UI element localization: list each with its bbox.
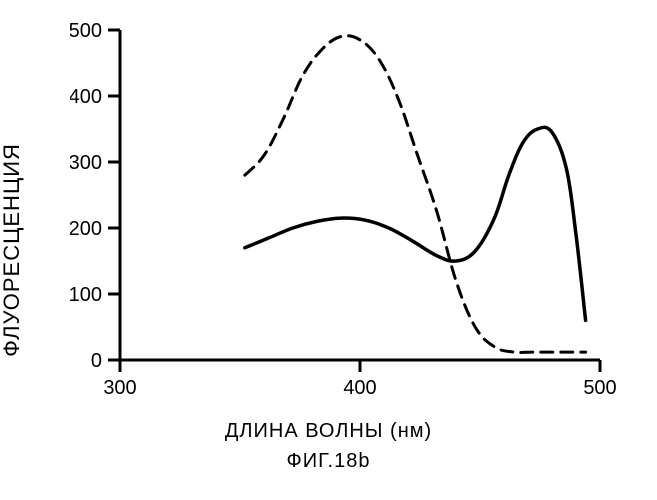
x-tick-label: 500 (583, 377, 616, 399)
plot-area: 0 100 200 300 400 500 300 400 500 (70, 20, 630, 400)
series-solid (245, 127, 586, 320)
y-tick-label: 100 (70, 284, 102, 306)
x-tick-label: 300 (103, 377, 136, 399)
y-tick-label: 0 (91, 350, 102, 372)
y-tick-label: 200 (70, 218, 102, 240)
x-axis-label: ДЛИНА ВОЛНЫ (нм) (0, 420, 657, 443)
figure-container: ФЛУОРЕСЦЕНЦИЯ 0100200300400500300400500 … (0, 0, 657, 500)
y-tick-label: 500 (70, 20, 102, 42)
y-tick-label: 300 (70, 152, 102, 174)
figure-caption: ФИГ.18b (0, 450, 657, 473)
y-axis-label: ФЛУОРЕСЦЕНЦИЯ (0, 143, 25, 357)
series-dashed (245, 36, 586, 353)
x-tick-label: 400 (343, 377, 376, 399)
y-tick-label: 400 (70, 86, 102, 108)
chart-svg: 0 100 200 300 400 500 300 400 500 (70, 20, 630, 400)
